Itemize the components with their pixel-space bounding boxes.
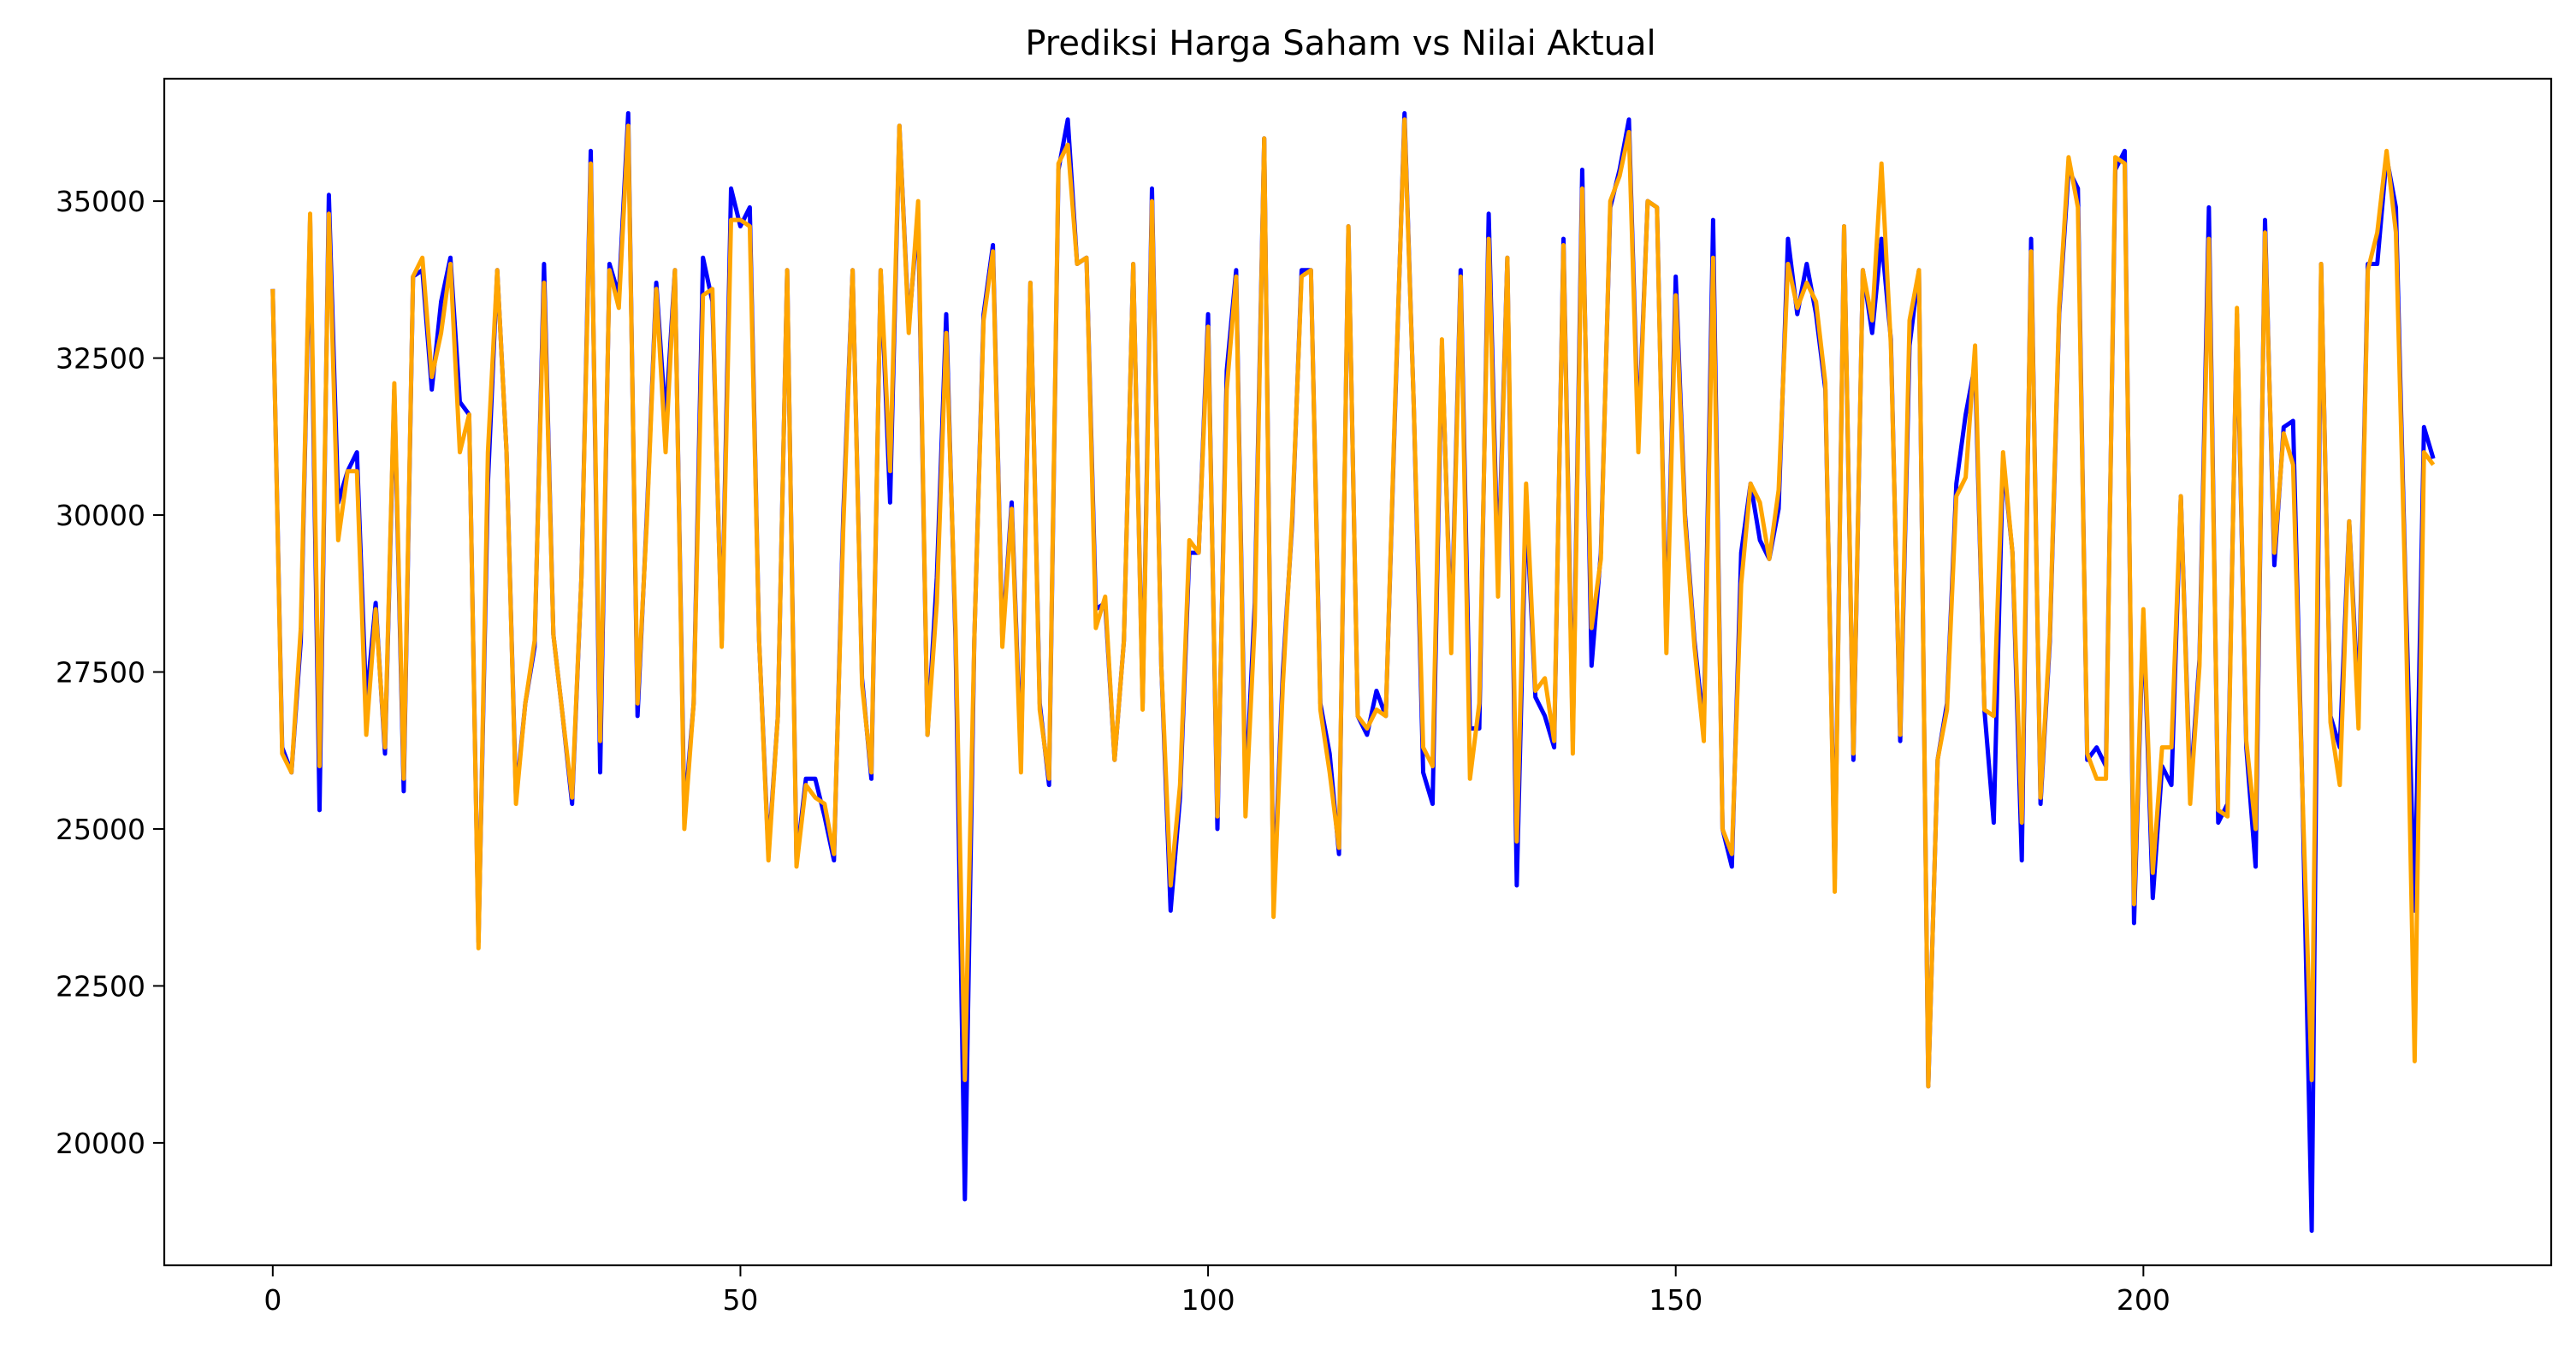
y-tick-label: 22500 [56,969,145,1003]
x-axis: 0 50 100 150 200 [264,1265,2170,1317]
y-tick-label: 27500 [56,656,145,690]
y-tick-label: 30000 [56,499,145,532]
x-tick-label: 200 [2117,1283,2170,1317]
x-tick-label: 150 [1649,1283,1703,1317]
series-layer [270,110,2436,1234]
chart-title: Prediksi Harga Saham vs Nilai Aktual [1025,24,1655,63]
y-tick-label: 32500 [56,342,145,376]
x-tick-label: 0 [264,1283,281,1317]
y-tick-label: 25000 [56,813,145,846]
series-line-2 [270,117,2436,1089]
y-tick-label: 20000 [56,1127,145,1160]
y-axis: 20000 22500 25000 27500 30000 32500 35000 [56,185,164,1160]
x-tick-label: 100 [1181,1283,1235,1317]
y-tick-label: 35000 [56,185,145,218]
x-tick-label: 50 [722,1283,758,1317]
